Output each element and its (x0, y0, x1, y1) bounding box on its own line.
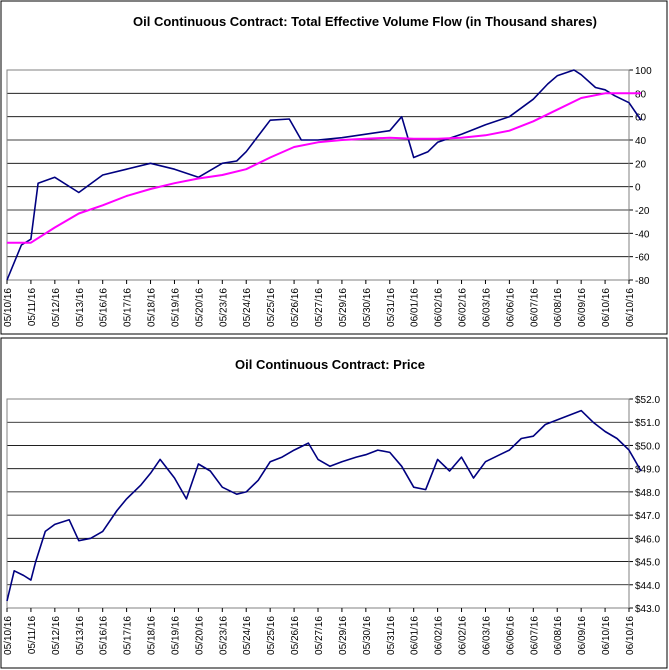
chart-2-y-tick-label: $48.0 (635, 488, 660, 499)
chart-1-x-tick-label: 05/12/16 (51, 288, 62, 327)
chart-2-x-tick-label: 06/06/16 (505, 616, 516, 655)
chart-2-x-tick-label: 05/30/16 (362, 616, 373, 655)
chart-1-x-tick-label: 06/06/16 (505, 288, 516, 327)
chart-2-x-tick-label: 05/23/16 (218, 616, 229, 655)
chart-2-x-tick-label: 06/07/16 (529, 616, 540, 655)
chart-1-x-tick-label: 06/09/16 (577, 288, 588, 327)
chart-2-x-tick-label: 06/02/16 (434, 616, 445, 655)
chart-1-x-tick-label: 05/16/16 (99, 288, 110, 327)
chart-1-x-tick-label: 05/11/16 (27, 288, 38, 327)
chart-1-title: Oil Continuous Contract: Total Effective… (133, 14, 597, 29)
chart-2-x-tick-label: 05/11/16 (27, 616, 38, 655)
chart-1-x-tick-label: 05/23/16 (218, 288, 229, 327)
chart-1-y-tick-label: 0 (635, 183, 641, 194)
chart-2-x-tick-label: 05/24/16 (242, 616, 253, 655)
chart-2-x-tick-label: 06/09/16 (577, 616, 588, 655)
chart-1-y-tick-label: 40 (635, 136, 647, 147)
chart-1-x-tick-label: 06/10/16 (625, 288, 636, 327)
chart-1-x-tick-label: 06/08/16 (553, 288, 564, 327)
chart-1-y-tick-label: -20 (635, 206, 650, 217)
chart-2-x-tick-label: 06/08/16 (553, 616, 564, 655)
chart-1-x-tick-label: 05/29/16 (338, 288, 349, 327)
chart-1-y-tick-label: 100 (635, 66, 652, 77)
chart-1-y-tick-label: 80 (635, 89, 647, 100)
chart-2-title: Oil Continuous Contract: Price (235, 357, 425, 372)
chart-1-x-tick-label: 05/24/16 (242, 288, 253, 327)
chart-2-series-1-line (6, 409, 642, 602)
chart-2-x-tick-label: 05/10/16 (3, 616, 14, 655)
chart-1-x-tick-label: 06/01/16 (410, 288, 421, 327)
chart-2-x-tick-label: 05/31/16 (386, 616, 397, 655)
chart-1-y-tick-label: -40 (635, 229, 650, 240)
chart-2-x-tick-label: 05/12/16 (51, 616, 62, 655)
chart-1-x-tick-label: 06/10/16 (601, 288, 612, 327)
chart-2-plot: $52.0 $51.0 $50.0 $49.0 $48.0 $47.0 $46.0 $45.0… (3, 395, 660, 655)
chart-2-x-tick-label: 05/27/16 (314, 616, 325, 655)
chart-2-x-tick-label: 06/02/16 (458, 616, 469, 655)
chart-2-x-tick-label: 05/20/16 (194, 616, 205, 655)
chart-1-frame (0, 0, 668, 335)
chart-1-x-tick-label: 05/26/16 (290, 288, 301, 327)
chart-1-x-tick-label: 06/03/16 (481, 288, 492, 327)
chart-1-x-tick-label: 05/18/16 (147, 288, 158, 327)
chart-1-y-tick-label: 60 (635, 113, 647, 124)
chart-2-x-tick-label: 06/10/16 (601, 616, 612, 655)
chart-1-y-tick-label: 20 (635, 159, 647, 170)
chart-2-y-tick-label: $44.0 (635, 581, 660, 592)
chart-1-x-tick-label: 05/31/16 (386, 288, 397, 327)
chart-1-x-tick-label: 05/19/16 (170, 288, 181, 327)
chart-1-x-tick-label: 05/25/16 (266, 288, 277, 327)
chart-1-series-2-line (7, 92, 641, 244)
chart-2-y-tick-label: $43.0 (635, 604, 660, 615)
chart-2-y-tick-label: $50.0 (635, 441, 660, 452)
chart-2-x-tick-label: 05/18/16 (147, 616, 158, 655)
chart-2-y-tick-label: $49.0 (635, 465, 660, 476)
chart-2-x-tick-label: 05/26/16 (290, 616, 301, 655)
chart-2-x-tick-label: 06/10/16 (625, 616, 636, 655)
chart-1-plot: 100 80 60 40 20 0 -20 -40 -60 -80 05/10/16 05/11/16… (3, 66, 652, 327)
chart-2-y-tick-label: $51.0 (635, 418, 660, 429)
chart-1-y-tick-label: -80 (635, 276, 650, 287)
chart-2-x-tick-label: 05/19/16 (170, 616, 181, 655)
chart-2-x-tick-label: 05/25/16 (266, 616, 277, 655)
chart-2-y-tick-label: $45.0 (635, 558, 660, 569)
chart-2-x-tick-label: 05/16/16 (99, 616, 110, 655)
chart-1-x-tick-label: 05/13/16 (75, 288, 86, 327)
chart-1-x-tick-label: 05/17/16 (123, 288, 134, 327)
chart-1-x-tick-label: 05/20/16 (194, 288, 205, 327)
chart-1-x-tick-label: 05/10/16 (3, 288, 14, 327)
chart-2-x-tick-label: 05/17/16 (123, 616, 134, 655)
chart-2-y-tick-label: $52.0 (635, 395, 660, 406)
chart-2-y-tick-label: $46.0 (635, 534, 660, 545)
chart-1-y-tick-label: -60 (635, 253, 650, 264)
chart-1-series-1-line (6, 69, 642, 281)
chart-2-x-tick-label: 06/01/16 (410, 616, 421, 655)
chart-2-x-tick-label: 05/29/16 (338, 616, 349, 655)
chart-2-y-tick-label: $47.0 (635, 511, 660, 522)
chart-1-x-tick-label: 05/30/16 (362, 288, 373, 327)
chart-1-x-tick-label: 06/02/16 (458, 288, 469, 327)
chart-2-x-tick-label: 05/13/16 (75, 616, 86, 655)
chart-2-frame (0, 337, 668, 669)
chart-1-x-tick-label: 06/02/16 (434, 288, 445, 327)
chart-1-x-tick-label: 06/07/16 (529, 288, 540, 327)
chart-2-x-tick-label: 06/03/16 (481, 616, 492, 655)
chart-1-x-tick-label: 05/27/16 (314, 288, 325, 327)
